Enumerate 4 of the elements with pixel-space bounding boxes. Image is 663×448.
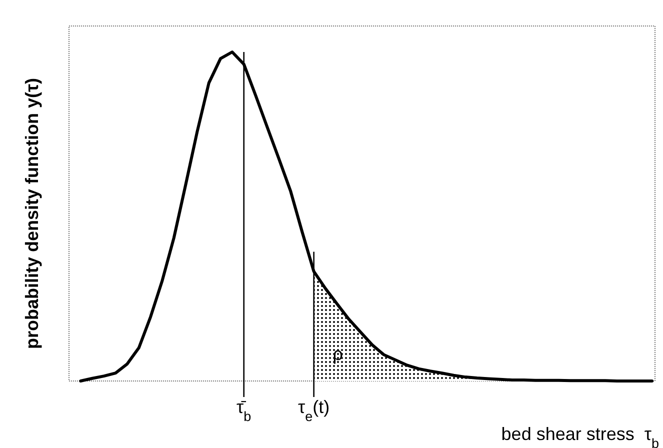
- y-axis-title: probability density function y(τ): [22, 78, 42, 350]
- x-tick-label: τ̄$_{b}$: [236, 397, 252, 424]
- x-axis-title: bed shear stress τ$_{b}$: [501, 424, 659, 448]
- x-tick-label: τ$_{e}$(t): [298, 397, 330, 424]
